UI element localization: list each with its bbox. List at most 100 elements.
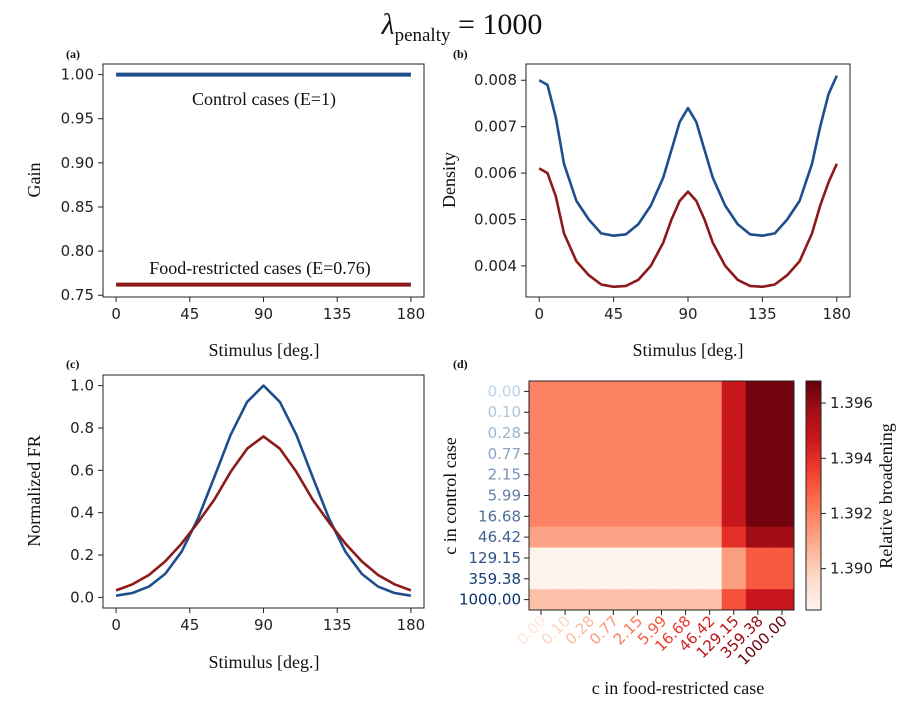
panel-label-d: (d) <box>453 357 468 371</box>
colorbar-segment <box>806 407 821 413</box>
heatmap-cell <box>769 485 795 507</box>
heatmap-cell <box>649 526 675 549</box>
panel-a-ticks: 0 45 90 135 180 0.75 0.80 0.85 0.90 0.95 1.00 <box>61 66 426 323</box>
colorbar-segment <box>806 556 821 561</box>
heatmap-cell <box>697 568 723 590</box>
heatmap-cell <box>673 381 699 403</box>
heatmap-cell <box>769 568 795 590</box>
figure-title: λpenalty = 1000 <box>381 8 543 46</box>
heatmap-cell <box>673 401 699 424</box>
heatmap-cell <box>553 485 578 507</box>
heatmap-cell <box>601 485 626 507</box>
x-tick-label: 135 <box>323 305 352 323</box>
heatmap-cell <box>553 443 578 465</box>
heatmap-cell <box>721 422 747 444</box>
heatmap-cell <box>721 464 747 486</box>
colorbar-segment <box>806 400 821 405</box>
colorbar-segment <box>806 590 821 596</box>
heatmap-cell <box>697 422 723 444</box>
heatmap-cell <box>529 443 554 465</box>
heatmap-cell <box>649 443 675 465</box>
heatmap-cell <box>649 505 675 528</box>
x-tick-label: 90 <box>678 305 697 323</box>
panel-label-c: (c) <box>66 357 79 371</box>
colorbar-segment <box>806 564 821 569</box>
colorbar-segment <box>806 434 821 439</box>
heatmap-cell <box>697 589 723 611</box>
panel-b-ticks: 0 45 90 135 180 0.004 0.005 0.006 0.007 0.008 <box>474 71 851 323</box>
colorbar-segment <box>806 514 821 519</box>
panel-c-ylabel: Normalized FR <box>24 435 44 546</box>
heatmap-cell <box>601 381 626 403</box>
heatmap-cell <box>697 464 723 486</box>
title-lambda: λ <box>381 8 395 41</box>
panel-b-density-plot: 0 45 90 135 180 0.004 0.005 0.006 0.007 0.008 Sti… <box>439 63 851 360</box>
heatmap-cell <box>745 443 771 465</box>
heatmap-cell <box>529 485 554 507</box>
heatmap-y-tick-label: 0.77 <box>488 445 521 463</box>
colorbar-segment <box>806 487 821 493</box>
heatmap-cell <box>529 505 554 528</box>
x-tick-label: 180 <box>822 305 851 323</box>
heatmap-cell <box>745 505 771 528</box>
heatmap-cell <box>649 381 675 403</box>
heatmap-cell <box>769 547 795 569</box>
heatmap-cell <box>529 422 554 444</box>
heatmap-cell <box>721 381 747 403</box>
colorbar-tick-label: 1.394 <box>830 449 873 467</box>
heatmap-cell <box>673 443 699 465</box>
heatmap-cell <box>649 547 675 569</box>
heatmap-cell <box>721 526 747 549</box>
heatmap-cell <box>721 547 747 569</box>
panel-a-xlabel: Stimulus [deg.] <box>209 340 320 360</box>
y-tick-label: 0.008 <box>474 71 517 89</box>
heatmap-cell <box>649 422 675 444</box>
y-tick-label: 0.95 <box>61 110 94 128</box>
colorbar-segment <box>806 526 821 531</box>
heatmap-cell <box>625 505 650 528</box>
heatmap-y-tick-label: 5.99 <box>488 487 521 505</box>
heatmap-y-tick-label: 129.15 <box>469 549 522 567</box>
x-tick-label: 45 <box>180 305 199 323</box>
heatmap-cell <box>625 443 650 465</box>
heatmap-cells <box>529 381 795 611</box>
heatmap-cell <box>673 485 699 507</box>
heatmap-cell <box>697 401 723 424</box>
heatmap-cell <box>745 485 771 507</box>
colorbar-segment <box>806 438 821 443</box>
colorbar-segment <box>806 606 821 611</box>
heatmap-cell <box>745 589 771 611</box>
panel-c-ticks: 0 45 90 135 180 0.0 0.2 0.4 0.6 0.8 1.0 <box>70 377 425 634</box>
colorbar-segment <box>806 484 821 489</box>
colorbar-segment <box>806 598 821 603</box>
heatmap-cell <box>673 505 699 528</box>
annotation-control: Control cases (E=1) <box>192 89 336 110</box>
heatmap-cell <box>769 464 795 486</box>
panel-c-xlabel: Stimulus [deg.] <box>209 652 320 672</box>
heatmap-cell <box>697 443 723 465</box>
heatmap-ylabel: c in control case <box>440 437 460 554</box>
heatmap-cell <box>553 381 578 403</box>
heatmap-cell <box>745 401 771 424</box>
heatmap-cell <box>553 589 578 611</box>
colorbar-segment <box>806 533 821 539</box>
heatmap-cell <box>625 401 650 424</box>
heatmap-y-tick-label: 0.28 <box>488 424 521 442</box>
colorbar-segment <box>806 602 821 607</box>
heatmap-cell <box>697 547 723 569</box>
panel-c-firing-rate-plot: 0 45 90 135 180 0.0 0.2 0.4 0.6 0.8 1.0 Stimulus [… <box>24 374 425 672</box>
colorbar-segment <box>806 495 821 500</box>
colorbar-label: Relative broadening <box>876 423 896 568</box>
colorbar-segment <box>806 571 821 577</box>
y-tick-label: 0.75 <box>61 286 94 304</box>
colorbar-segment <box>806 468 821 474</box>
heatmap-cell <box>577 422 602 444</box>
colorbar-segment <box>806 422 821 428</box>
y-tick-label: 0.004 <box>474 257 517 275</box>
colorbar-segment <box>806 392 821 397</box>
heatmap-cell <box>601 589 626 611</box>
heatmap-cell <box>649 589 675 611</box>
heatmap-cell <box>721 485 747 507</box>
heatmap-cell <box>553 568 578 590</box>
colorbar-segment <box>806 415 821 420</box>
